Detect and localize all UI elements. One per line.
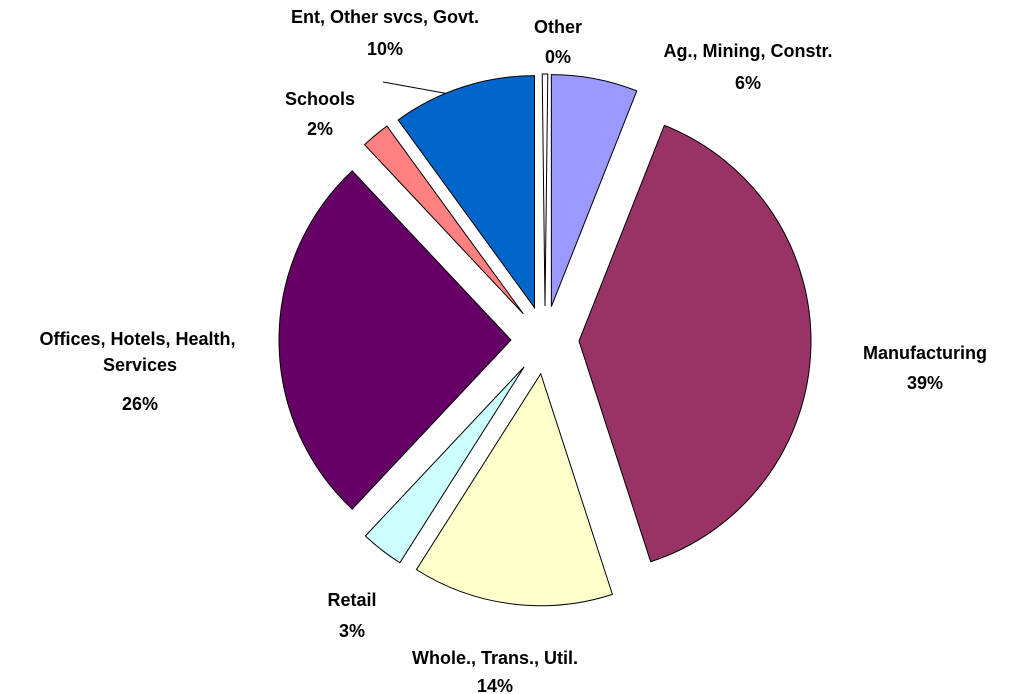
slice-label: Other [534,17,582,37]
value-label: 10% [367,39,403,59]
slice-label: Whole., Trans., Util. [412,648,578,668]
value-label: 2% [307,119,333,139]
value-label: 0% [545,47,571,67]
pie-slice [541,73,549,307]
pie-slice [278,170,512,510]
value-label: 26% [122,394,158,414]
slice-label: Offices, Hotels, Health, Services [39,329,240,375]
pie-slice [397,75,535,310]
value-label: 14% [477,676,513,694]
slice-label: Schools [285,89,355,109]
pie-slice [415,372,614,607]
pie-slice [364,366,525,564]
slice-label: Manufacturing [863,343,987,363]
slice-label: Retail [327,590,376,610]
pie-slice [578,124,812,563]
slice-label: Ag., Mining, Constr. [664,41,833,61]
value-label: 6% [735,73,761,93]
pie-slice [550,74,638,307]
value-label: 3% [339,621,365,641]
pie-slice [363,125,524,315]
value-label: 39% [907,373,943,393]
slice-label: Ent, Other svcs, Govt. [291,7,479,27]
